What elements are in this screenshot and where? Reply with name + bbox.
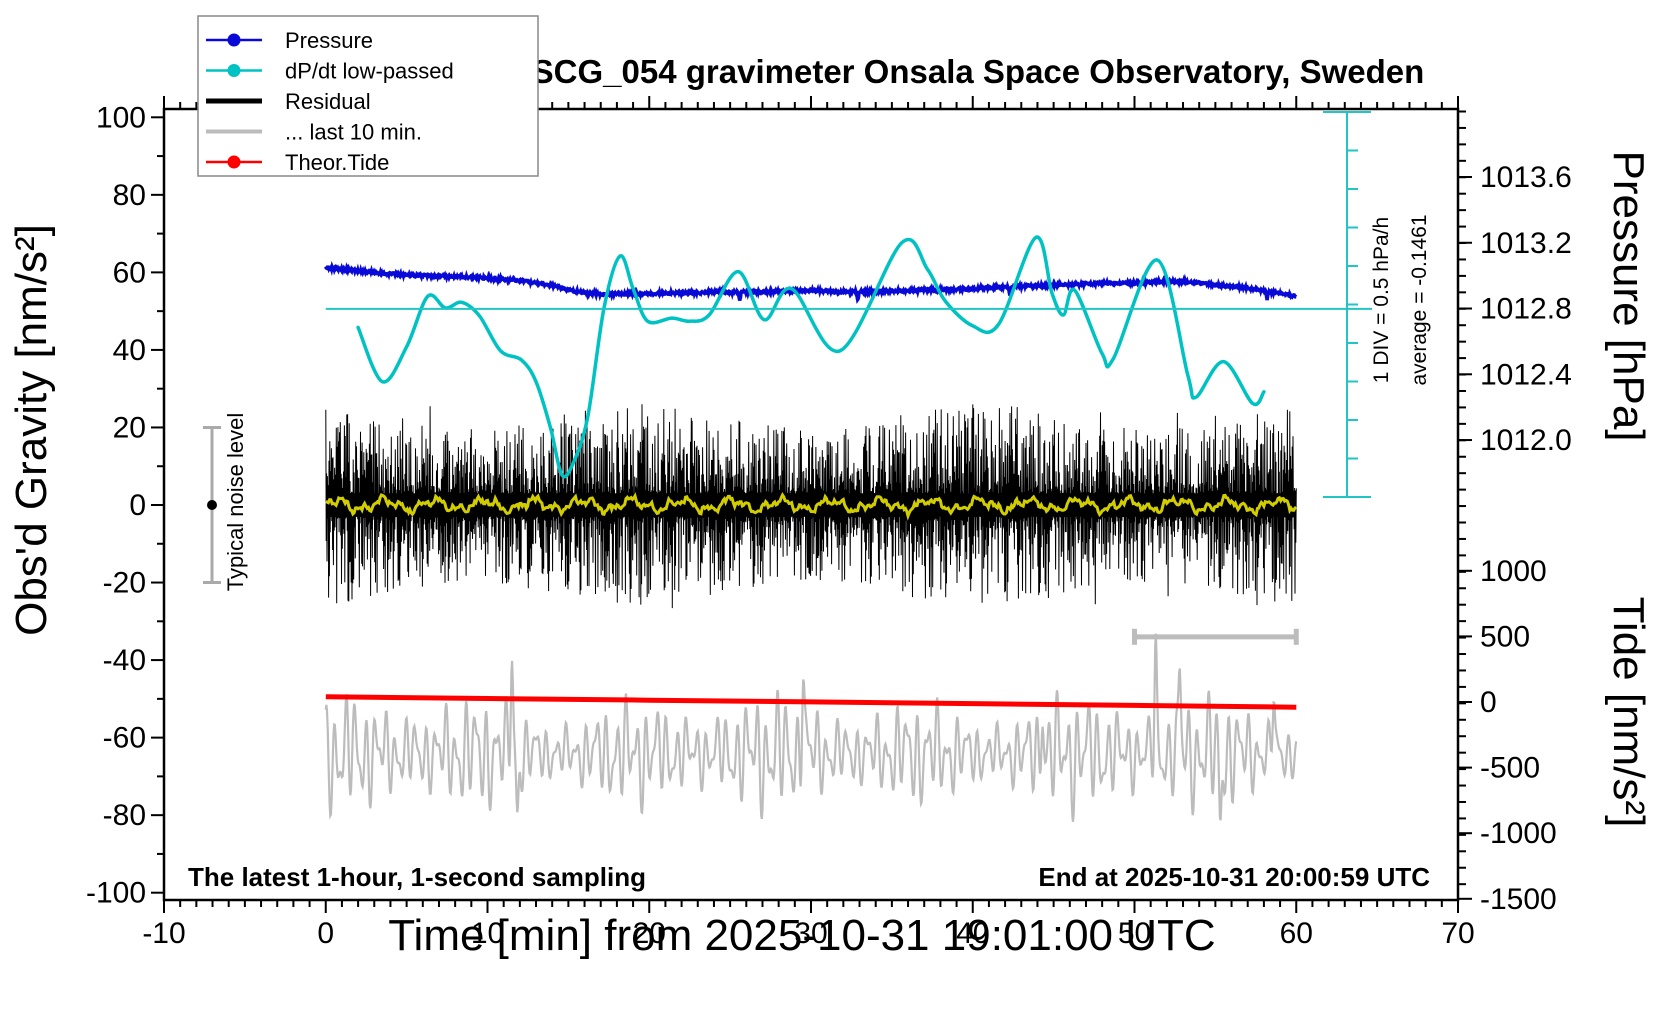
tide-tick-label: -500 bbox=[1480, 752, 1540, 785]
x-tick-label: 50 bbox=[1118, 917, 1151, 950]
legend-sample-dot bbox=[227, 155, 241, 169]
legend-item-label: Pressure bbox=[285, 28, 373, 53]
legend-sample-dot bbox=[227, 33, 241, 47]
annotation-shapes-layer bbox=[203, 111, 1372, 585]
gravity-tick-label: -80 bbox=[103, 799, 146, 832]
legend-item: ... last 10 min. bbox=[206, 120, 422, 145]
pressure-tick-label: 1012.8 bbox=[1480, 293, 1572, 326]
legend-item: dP/dt low-passed bbox=[206, 59, 454, 84]
x-tick-label: 70 bbox=[1441, 917, 1474, 950]
pressure-tick-label: 1012.4 bbox=[1480, 358, 1572, 391]
legend-item: Theor.Tide bbox=[206, 150, 389, 175]
gravity-tick-label: 100 bbox=[96, 101, 146, 134]
tide-tick-label: -1500 bbox=[1480, 883, 1557, 916]
sampling-note: The latest 1-hour, 1-second sampling bbox=[188, 862, 646, 892]
x-tick-label: 40 bbox=[956, 917, 989, 950]
tide-tick-label: 1000 bbox=[1480, 555, 1547, 588]
pressure-tick-label: 1013.6 bbox=[1480, 161, 1572, 194]
gravity-tick-label: 40 bbox=[113, 334, 146, 367]
legend-frame bbox=[197, 15, 539, 177]
noise-level-label: Typical noise level bbox=[223, 413, 248, 592]
chart-title: SCG_054 gravimeter Onsala Space Observat… bbox=[532, 53, 1425, 90]
pressure-tick-label: 1013.2 bbox=[1480, 227, 1572, 260]
residual-lowpassed-trace bbox=[325, 492, 1297, 521]
legend-item-label: Residual bbox=[285, 89, 371, 114]
pressure-tick-label: 1012.0 bbox=[1480, 424, 1572, 457]
legend-item: Residual bbox=[206, 89, 371, 114]
gravity-tick-label: -20 bbox=[103, 567, 146, 600]
legend-box: Pressure dP/dt low-passed Residual ... last… bbox=[197, 15, 539, 177]
dpdt-trace bbox=[356, 235, 1266, 479]
average-label: average = -0.1461 bbox=[1408, 214, 1431, 385]
legend-item-label: Theor.Tide bbox=[285, 150, 389, 175]
x-tick-label: -10 bbox=[142, 917, 185, 950]
x-tick-label: 20 bbox=[633, 917, 666, 950]
x-tick-label: 30 bbox=[794, 917, 827, 950]
tide-tick-label: 500 bbox=[1480, 620, 1530, 653]
gravity-tick-label: -100 bbox=[86, 877, 146, 910]
theor-tide-trace bbox=[325, 694, 1297, 710]
noise-errorbar-dot bbox=[207, 500, 217, 510]
x-tick-label: 60 bbox=[1280, 917, 1313, 950]
legend-item: Pressure bbox=[206, 28, 373, 53]
x-tick-label: 10 bbox=[471, 917, 504, 950]
x-tick-label: 0 bbox=[317, 917, 334, 950]
tide-axis-title: Tide [nm/s²] bbox=[1604, 597, 1653, 828]
legend-sample-dot bbox=[227, 64, 241, 77]
legend-item-label: ... last 10 min. bbox=[285, 120, 422, 145]
gravity-tick-label: 20 bbox=[113, 411, 146, 444]
gravity-tick-label: 60 bbox=[113, 256, 146, 289]
x-axis-title: Time [min] from 2025-10-31 19:01:00 UTC bbox=[388, 911, 1215, 960]
last10min-trace bbox=[324, 633, 1298, 822]
series-layer bbox=[324, 235, 1299, 822]
axes-layer: -10 0 10 20 30 40 50 60 70-100-80-60-40-20020406… bbox=[86, 96, 1572, 950]
gravity-tick-label: -60 bbox=[103, 722, 146, 755]
pressure-trace bbox=[324, 260, 1298, 304]
pressure-axis-title: Pressure [hPa] bbox=[1604, 150, 1653, 441]
gravity-tick-label: 0 bbox=[129, 489, 146, 522]
tide-tick-label: 0 bbox=[1480, 686, 1497, 719]
gravity-tick-label: 80 bbox=[113, 179, 146, 212]
legend-item-label: dP/dt low-passed bbox=[285, 59, 454, 84]
end-time-note: End at 2025-10-31 20:00:59 UTC bbox=[1038, 862, 1430, 892]
tide-tick-label: -1000 bbox=[1480, 817, 1557, 850]
div-scale-label: 1 DIV = 0.5 hPa/h bbox=[1370, 217, 1393, 383]
gravity-axis-title: Obs'd Gravity [nm/s²] bbox=[7, 224, 56, 636]
residual-trace bbox=[325, 404, 1297, 609]
gravity-tick-label: -40 bbox=[103, 644, 146, 677]
